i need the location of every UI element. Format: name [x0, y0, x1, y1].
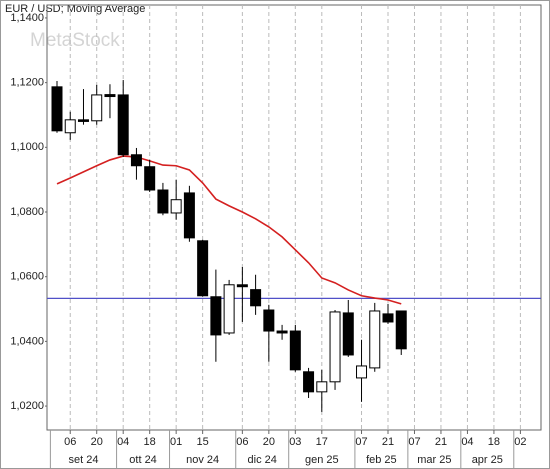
candle-body — [91, 94, 103, 122]
x-tick-label: 07 — [355, 436, 367, 448]
candle-body — [263, 309, 275, 332]
candle-body — [64, 119, 76, 134]
x-tick-label: 04 — [461, 436, 473, 448]
candle-body — [289, 330, 301, 371]
candle-body — [382, 313, 394, 323]
x-group-label: ott 24 — [129, 454, 157, 466]
y-tick-label: 1,1200 — [10, 77, 44, 89]
candle-body — [77, 119, 89, 122]
candle-body — [329, 311, 341, 383]
candle-body — [303, 371, 315, 393]
candle-body — [130, 154, 142, 167]
x-tick-label: 20 — [91, 436, 103, 448]
x-group-label: mar 25 — [417, 454, 451, 466]
x-group-label: feb 25 — [366, 454, 397, 466]
candle-body — [104, 94, 116, 98]
x-tick-label: 03 — [289, 436, 301, 448]
x-group-label: gen 25 — [305, 454, 339, 466]
x-tick-label: 02 — [514, 436, 526, 448]
y-tick-label: 1,0400 — [10, 335, 44, 347]
x-group-label: set 24 — [68, 454, 98, 466]
x-tick-label: 07 — [408, 436, 420, 448]
x-tick-label: 18 — [144, 436, 156, 448]
x-tick-label: 01 — [170, 436, 182, 448]
candle-body — [117, 94, 129, 156]
x-tick-label: 21 — [382, 436, 394, 448]
candle-body — [250, 289, 262, 307]
candle-body — [369, 310, 381, 369]
candle-body — [316, 381, 328, 393]
candle-body — [144, 166, 156, 191]
x-tick-label: 21 — [435, 436, 447, 448]
x-group-label: apr 25 — [472, 454, 503, 466]
candle-body — [170, 199, 182, 214]
y-tick-label: 1,1000 — [10, 141, 44, 153]
x-group-label: dic 24 — [248, 454, 277, 466]
x-tick-label: 15 — [197, 436, 209, 448]
moving-average-line — [56, 155, 402, 305]
candle-body — [356, 365, 368, 379]
x-tick-label: 17 — [316, 436, 328, 448]
y-tick-label: 1,0200 — [10, 400, 44, 412]
chart-title: EUR / USD; Moving Average — [5, 3, 145, 15]
plot-area — [46, 4, 542, 431]
x-tick-label: 04 — [117, 436, 129, 448]
candle-body — [157, 189, 169, 214]
y-tick-label: 1,1400 — [10, 12, 44, 24]
y-tick-label: 1,0800 — [10, 206, 44, 218]
candle-body — [395, 310, 407, 350]
watermark: MetaStock — [30, 30, 120, 51]
candle-body — [342, 312, 354, 356]
x-tick-label: 06 — [236, 436, 248, 448]
candle-body — [223, 284, 235, 334]
x-tick-label: 18 — [488, 436, 500, 448]
candle-body — [276, 330, 288, 334]
candle-body — [210, 296, 222, 336]
x-group-label: nov 24 — [186, 454, 219, 466]
y-tick-label: 1,0600 — [10, 271, 44, 283]
candle-body — [236, 284, 248, 288]
candle-body — [183, 192, 195, 239]
candle-body — [51, 86, 63, 132]
x-tick-label: 20 — [263, 436, 275, 448]
candle-body — [197, 240, 209, 297]
x-tick-label: 06 — [64, 436, 76, 448]
